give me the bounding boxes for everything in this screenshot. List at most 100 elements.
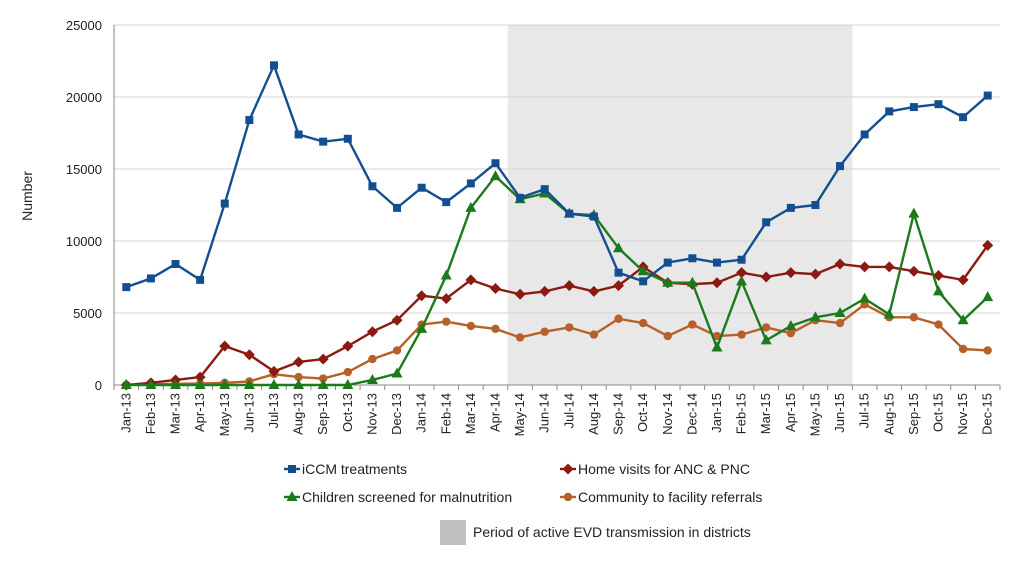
data-point — [489, 283, 501, 295]
y-tick-label: 15000 — [66, 162, 102, 177]
data-point — [785, 267, 797, 279]
data-point — [540, 327, 549, 336]
data-point — [293, 356, 305, 368]
x-tick-label: Jun-14 — [537, 393, 552, 433]
legend-swatch-marker — [288, 465, 296, 473]
x-tick-label: Sep-15 — [906, 393, 921, 435]
data-point — [663, 258, 672, 267]
data-point — [688, 320, 697, 329]
data-point — [761, 323, 771, 332]
x-tick-label: Mar-14 — [463, 393, 478, 434]
data-point — [736, 275, 748, 286]
x-tick-label: Jan-14 — [414, 393, 429, 433]
legend-label: Home visits for ANC & PNC — [578, 461, 750, 477]
data-point — [737, 255, 746, 264]
data-point — [885, 107, 894, 116]
data-point — [859, 261, 871, 273]
data-point — [983, 91, 992, 100]
legend-item: Children screened for malnutrition — [284, 489, 512, 505]
data-point — [982, 239, 994, 251]
data-point — [170, 379, 182, 389]
data-point — [983, 346, 992, 355]
data-point — [565, 209, 574, 218]
data-point — [760, 334, 772, 345]
data-point — [712, 331, 722, 341]
x-tick-label: Apr-13 — [192, 393, 207, 432]
data-point — [417, 183, 426, 192]
data-point — [614, 268, 623, 277]
data-point — [736, 267, 748, 279]
x-tick-label: Aug-14 — [586, 393, 601, 435]
data-point — [589, 330, 599, 339]
data-point — [268, 379, 280, 389]
data-point — [440, 269, 452, 280]
data-point — [563, 280, 575, 292]
x-tick-label: Aug-13 — [291, 393, 306, 435]
data-point — [588, 285, 600, 297]
x-tick-label: May-14 — [512, 393, 527, 436]
data-point — [391, 314, 403, 326]
data-point — [391, 367, 403, 378]
data-point — [120, 379, 132, 389]
y-axis-title: Number — [19, 171, 35, 221]
data-point — [539, 285, 551, 297]
data-point — [366, 373, 378, 384]
data-point — [811, 201, 820, 209]
data-point — [318, 374, 328, 383]
data-point — [688, 254, 697, 263]
data-point — [516, 193, 525, 202]
x-tick-label: Jan-15 — [709, 393, 724, 433]
data-point — [146, 274, 155, 283]
data-point — [243, 349, 255, 361]
series-line — [126, 303, 988, 387]
data-point — [760, 271, 772, 283]
data-point — [859, 292, 871, 303]
data-point — [442, 317, 451, 326]
legend-swatch-marker — [286, 491, 298, 501]
data-point — [959, 113, 968, 122]
y-tick-label: 5000 — [73, 306, 102, 321]
data-point — [245, 116, 254, 125]
x-tick-label: Feb-13 — [143, 393, 158, 434]
legend-label: iCCM treatments — [302, 461, 407, 477]
x-tick-label: Oct-13 — [340, 393, 355, 432]
data-point — [268, 365, 280, 377]
data-point — [614, 314, 623, 323]
data-point — [835, 318, 845, 328]
data-point — [194, 371, 206, 383]
data-point — [294, 372, 303, 382]
data-point — [809, 311, 821, 322]
data-point — [491, 159, 500, 168]
data-point — [343, 367, 353, 377]
data-point — [613, 242, 625, 253]
data-point — [639, 277, 648, 286]
data-point — [712, 258, 721, 267]
x-tick-label: Nov-13 — [364, 393, 379, 435]
x-tick-label: Apr-14 — [487, 393, 502, 432]
data-point — [786, 203, 795, 212]
data-point — [489, 170, 501, 181]
y-tick-label: 20000 — [66, 90, 102, 105]
data-point — [711, 341, 723, 352]
data-point — [932, 270, 944, 282]
data-point — [514, 288, 526, 300]
data-point — [466, 321, 476, 331]
data-point — [836, 162, 845, 171]
data-point — [686, 276, 698, 287]
x-tick-label: Mar-13 — [168, 393, 183, 434]
data-point — [416, 322, 428, 333]
data-point — [317, 353, 329, 365]
x-tick-label: Jan-13 — [118, 393, 133, 433]
x-tick-label: Dec-15 — [980, 393, 995, 435]
x-tick-label: Dec-14 — [684, 393, 699, 435]
x-tick-label: Aug-15 — [881, 393, 896, 435]
data-point — [122, 283, 131, 292]
data-point — [786, 328, 796, 338]
data-point — [982, 291, 994, 302]
data-point — [416, 290, 428, 302]
data-point — [932, 285, 944, 296]
x-tick-label: Nov-15 — [955, 393, 970, 435]
data-point — [393, 203, 402, 212]
data-point — [145, 379, 157, 389]
